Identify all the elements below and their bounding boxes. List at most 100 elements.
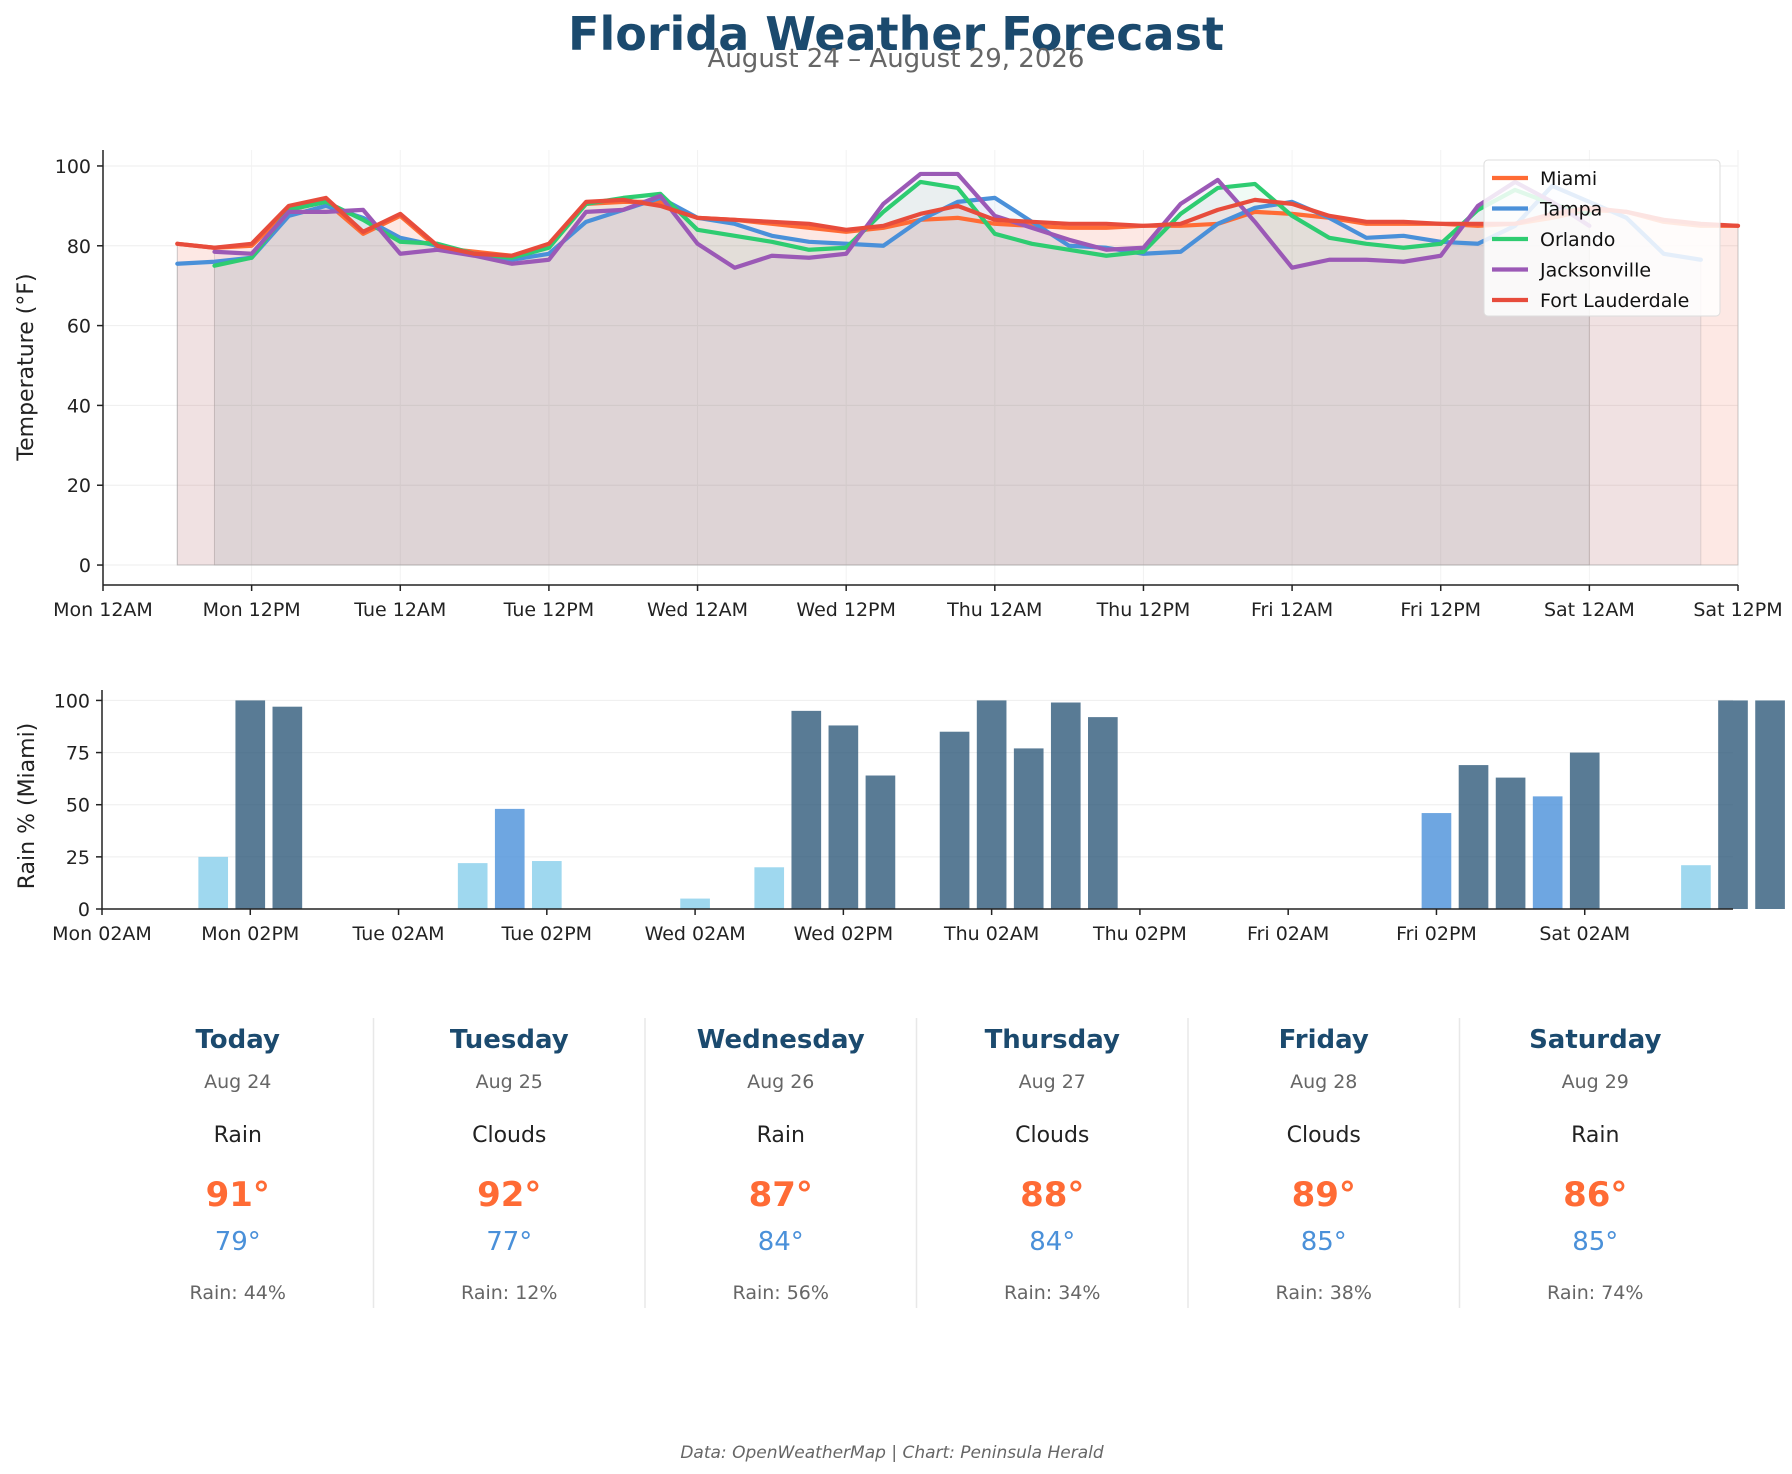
rain-x-tick-label: Tue 02PM bbox=[501, 923, 593, 945]
day-rain-chance: Rain: 44% bbox=[190, 1282, 286, 1304]
temperature-y-tick-label: 40 bbox=[67, 395, 91, 417]
rain-x-tick-label: Sat 02AM bbox=[1539, 923, 1630, 945]
day-high-temp: 88° bbox=[1020, 1175, 1084, 1215]
rain-x-tick-label: Mon 02PM bbox=[201, 923, 299, 945]
rain-bar bbox=[1088, 717, 1118, 909]
rain-bar bbox=[754, 867, 785, 909]
temperature-x-tick-label: Wed 12AM bbox=[647, 599, 748, 621]
temperature-x-tick-label: Tue 12AM bbox=[353, 599, 446, 621]
rain-bar bbox=[1718, 700, 1748, 909]
rain-x-tick-label: Tue 02AM bbox=[352, 923, 445, 945]
rain-bar bbox=[1495, 777, 1526, 909]
legend-label: Miami bbox=[1540, 168, 1597, 190]
forecast-card: Saturday Aug 29 Rain 86° 85° Rain: 74% bbox=[1529, 1025, 1661, 1304]
day-name: Saturday bbox=[1529, 1025, 1661, 1055]
rain-y-tick-label: 0 bbox=[78, 899, 90, 921]
temperature-x-tick-label: Fri 12PM bbox=[1400, 599, 1481, 621]
day-condition: Rain bbox=[757, 1123, 805, 1148]
forecast-card: Wednesday Aug 26 Rain 87° 84° Rain: 56% bbox=[697, 1025, 865, 1304]
rain-bars bbox=[198, 700, 1785, 909]
day-date: Aug 29 bbox=[1562, 1071, 1629, 1093]
temperature-x-tick-label: Wed 12PM bbox=[796, 599, 896, 621]
rain-bar bbox=[865, 775, 896, 909]
day-low-temp: 85° bbox=[1301, 1227, 1347, 1257]
temperature-x-tick-label: Mon 12AM bbox=[53, 599, 153, 621]
temperature-x-tick-label: Sat 12AM bbox=[1544, 599, 1635, 621]
rain-bar bbox=[457, 863, 488, 909]
day-name: Wednesday bbox=[697, 1025, 865, 1055]
forecast-card: Friday Aug 28 Clouds 89° 85° Rain: 38% bbox=[1276, 1025, 1372, 1304]
rain-bar bbox=[494, 808, 525, 909]
rain-y-tick-label: 50 bbox=[66, 795, 90, 817]
rain-bar bbox=[976, 700, 1007, 909]
day-high-temp: 92° bbox=[477, 1175, 541, 1215]
day-rain-chance: Rain: 74% bbox=[1547, 1282, 1643, 1304]
day-high-temp: 91° bbox=[206, 1175, 270, 1215]
chart-subtitle: August 24 – August 29, 2026 bbox=[708, 44, 1085, 74]
day-low-temp: 84° bbox=[758, 1227, 804, 1257]
rain-axes bbox=[101, 690, 1733, 910]
chart-title: Florida Weather Forecast bbox=[568, 7, 1224, 61]
temperature-x-ticks: Mon 12AM Mon 12PM Tue 12AM Tue 12PM Wed 12AM… bbox=[53, 585, 1783, 621]
temperature-panel: 0 20 40 60 80 100 Mon 12AM Mon 12PM Tue 12AM Tue… bbox=[14, 150, 1783, 621]
temperature-y-tick-label: 20 bbox=[67, 475, 91, 497]
rain-bar bbox=[531, 861, 562, 909]
day-date: Aug 27 bbox=[1019, 1071, 1086, 1093]
rain-bar bbox=[1050, 702, 1081, 909]
day-rain-chance: Rain: 38% bbox=[1276, 1282, 1372, 1304]
day-rain-chance: Rain: 56% bbox=[733, 1282, 829, 1304]
day-low-temp: 77° bbox=[486, 1227, 532, 1257]
day-name: Friday bbox=[1279, 1025, 1369, 1055]
legend-label: Fort Lauderdale bbox=[1540, 290, 1689, 312]
temperature-y-tick-label: 60 bbox=[67, 316, 91, 338]
temperature-y-tick-label: 0 bbox=[79, 555, 91, 577]
rain-x-tick-label: Wed 02PM bbox=[794, 923, 894, 945]
day-name: Thursday bbox=[985, 1025, 1120, 1055]
day-high-temp: 89° bbox=[1292, 1175, 1356, 1215]
rain-x-tick-label: Fri 02AM bbox=[1247, 923, 1329, 945]
temperature-gridlines bbox=[102, 150, 1739, 585]
day-condition: Rain bbox=[1571, 1123, 1619, 1148]
forecast-card: Today Aug 24 Rain 91° 79° Rain: 44% bbox=[190, 1025, 286, 1304]
day-date: Aug 28 bbox=[1290, 1071, 1357, 1093]
day-condition: Clouds bbox=[472, 1123, 546, 1148]
temperature-y-ticks: 0 20 40 60 80 100 bbox=[55, 156, 103, 577]
rain-bar bbox=[1569, 752, 1600, 909]
rain-bar bbox=[1532, 796, 1563, 909]
rain-y-tick-label: 75 bbox=[66, 743, 90, 765]
day-condition: Rain bbox=[214, 1123, 262, 1148]
temperature-legend: Miami Tampa Orlando Jacksonville Fort Lauder… bbox=[1483, 159, 1721, 317]
day-condition: Clouds bbox=[1015, 1123, 1089, 1148]
rain-bar bbox=[1013, 748, 1044, 909]
rain-x-tick-label: Fri 02PM bbox=[1396, 923, 1477, 945]
footer-credit: Data: OpenWeatherMap | Chart: Peninsula … bbox=[680, 1443, 1103, 1463]
series-line-jacksonville bbox=[212, 171, 1592, 270]
rain-bar bbox=[939, 731, 970, 909]
day-low-temp: 79° bbox=[215, 1227, 261, 1257]
temperature-fill-areas bbox=[176, 173, 1739, 566]
forecast-card: Thursday Aug 27 Clouds 88° 84° Rain: 34% bbox=[985, 1025, 1120, 1304]
temperature-y-label: Temperature (°F) bbox=[14, 273, 39, 461]
rain-y-tick-label: 25 bbox=[66, 847, 90, 869]
rain-bar bbox=[791, 710, 822, 909]
series-line-fort-lauderdale bbox=[175, 195, 1741, 258]
legend-box bbox=[1483, 159, 1721, 317]
rain-bar bbox=[1755, 700, 1785, 909]
day-date: Aug 26 bbox=[747, 1071, 814, 1093]
rain-bar bbox=[1458, 765, 1489, 909]
day-rain-chance: Rain: 34% bbox=[1004, 1282, 1100, 1304]
temperature-y-tick-label: 80 bbox=[67, 236, 91, 258]
rain-y-ticks: 0 25 50 75 100 bbox=[54, 690, 102, 921]
rain-x-ticks: Mon 02AM Mon 02PM Tue 02AM Tue 02PM Wed 02AM… bbox=[52, 909, 1630, 945]
temperature-x-tick-label: Tue 12PM bbox=[503, 599, 595, 621]
temperature-axes bbox=[102, 150, 1738, 586]
rain-bar bbox=[235, 700, 266, 909]
temperature-x-tick-label: Mon 12PM bbox=[203, 599, 301, 621]
legend-label: Tampa bbox=[1539, 199, 1602, 221]
day-name: Tuesday bbox=[450, 1025, 569, 1055]
day-condition: Clouds bbox=[1287, 1123, 1361, 1148]
rain-bar bbox=[828, 725, 859, 909]
day-date: Aug 24 bbox=[204, 1071, 271, 1093]
temperature-x-tick-label: Thu 12AM bbox=[946, 599, 1042, 621]
